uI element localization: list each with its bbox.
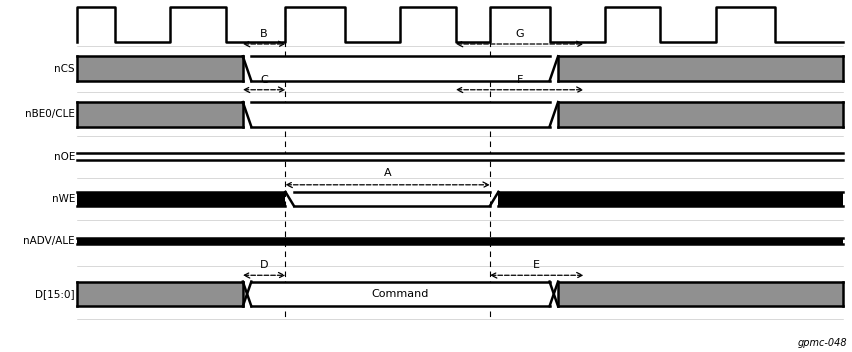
Bar bbox=[251, 282, 550, 306]
Text: D[15:0]: D[15:0] bbox=[35, 289, 75, 299]
Text: F: F bbox=[516, 75, 523, 85]
Bar bbox=[558, 282, 843, 306]
Text: B: B bbox=[261, 29, 268, 39]
Bar bbox=[251, 102, 550, 127]
Bar bbox=[558, 56, 843, 81]
Text: nADV/ALE: nADV/ALE bbox=[23, 236, 75, 246]
Bar bbox=[558, 102, 843, 127]
Text: gpmc-048: gpmc-048 bbox=[798, 339, 848, 348]
Text: nCS: nCS bbox=[55, 64, 75, 74]
Text: nBE0/CLE: nBE0/CLE bbox=[25, 109, 75, 119]
Text: C: C bbox=[260, 75, 268, 85]
Bar bbox=[77, 192, 285, 206]
Bar bbox=[498, 192, 843, 206]
Bar bbox=[77, 56, 243, 81]
Text: nOE: nOE bbox=[54, 152, 75, 162]
Text: Command: Command bbox=[371, 289, 429, 299]
Bar bbox=[77, 102, 243, 127]
Text: E: E bbox=[533, 260, 540, 270]
Text: G: G bbox=[515, 29, 524, 39]
Bar bbox=[77, 282, 243, 306]
Text: nWE: nWE bbox=[52, 194, 75, 204]
Bar bbox=[251, 56, 550, 81]
Bar bbox=[77, 153, 843, 160]
Bar bbox=[294, 192, 490, 206]
Text: D: D bbox=[260, 260, 268, 270]
Bar bbox=[77, 238, 843, 244]
Text: A: A bbox=[384, 168, 391, 178]
